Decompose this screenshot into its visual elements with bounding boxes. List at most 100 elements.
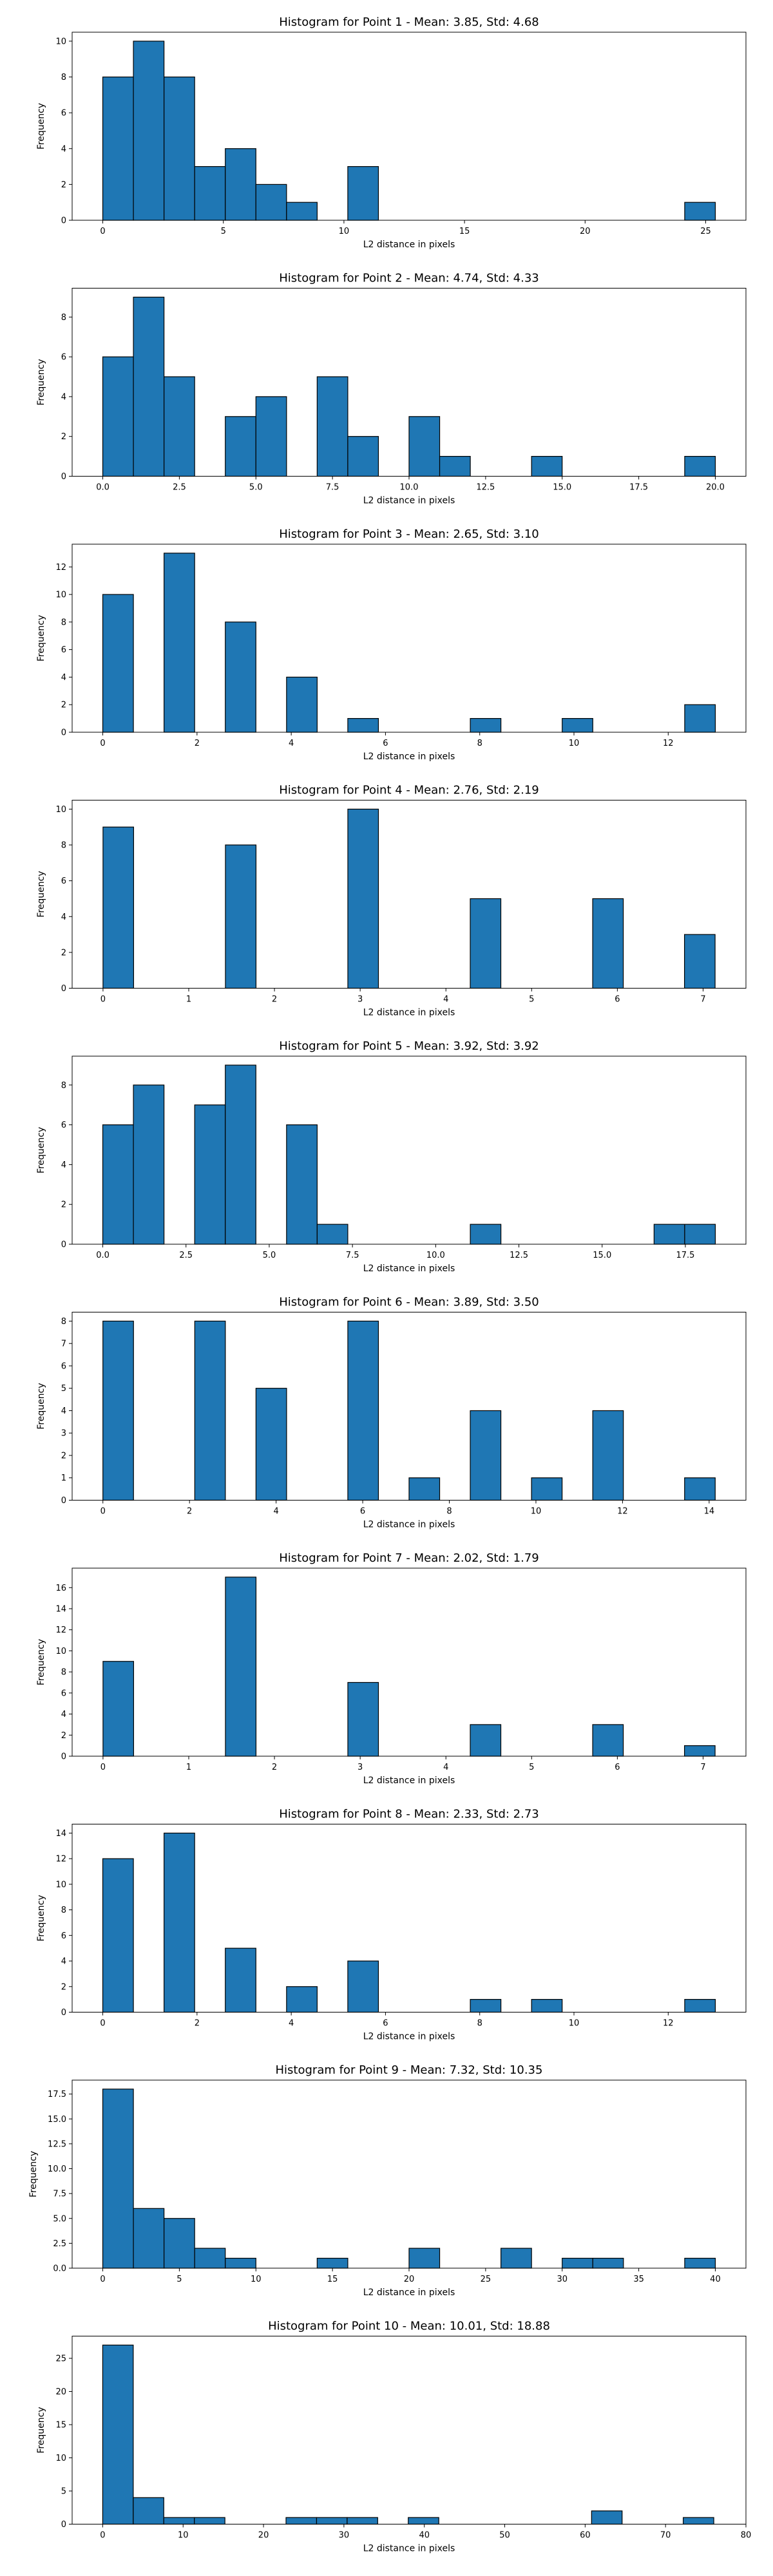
histogram-bar (316, 1224, 348, 1245)
x-axis-label: L2 distance in pixels (363, 1264, 455, 1274)
x-tick-label: 20 (404, 2275, 415, 2284)
histogram-bar (470, 1224, 502, 1245)
y-tick-label: 20 (55, 2387, 66, 2397)
y-tick-label: 7 (61, 1340, 66, 1349)
y-tick-label: 0 (61, 1496, 66, 1506)
histogram-bar (683, 2517, 714, 2525)
x-tick-label: 7.5 (346, 1251, 359, 1260)
chart-title: Histogram for Point 8 - Mean: 2.33, Std:… (279, 1808, 539, 1821)
y-tick-label: 6 (61, 876, 66, 886)
histogram-bar (501, 2248, 532, 2269)
histogram-bar (683, 934, 716, 989)
x-tick-label: 2 (195, 2019, 200, 2029)
x-tick-label: 6 (615, 1763, 620, 1772)
histogram-bar (592, 1410, 624, 1501)
y-axis-label: Frequency (36, 359, 46, 405)
histogram-bar (470, 718, 502, 733)
x-axis-ticks: 0 1 2 3 4 5 6 7 (100, 988, 706, 1005)
y-tick-label: 8 (61, 1668, 66, 1678)
y-tick-label: 0.0 (53, 2264, 66, 2274)
x-tick-label: 5 (221, 227, 226, 236)
y-tick-label: 3 (61, 1429, 66, 1439)
y-tick-label: 4 (61, 1710, 66, 1719)
x-tick-label: 2.5 (179, 1251, 193, 1260)
x-axis-label: L2 distance in pixels (363, 240, 455, 250)
x-axis-label: L2 distance in pixels (363, 1776, 455, 1786)
x-tick-label: 12.5 (476, 483, 495, 493)
x-tick-label: 6 (615, 995, 620, 1005)
x-tick-label: 25 (700, 227, 711, 236)
histogram-bar (194, 2517, 225, 2525)
y-tick-label: 4 (61, 1406, 66, 1416)
x-tick-label: 2.5 (173, 483, 186, 493)
x-tick-label: 20 (258, 2531, 269, 2541)
x-tick-label: 0 (100, 227, 105, 236)
histogram-bar (684, 456, 716, 477)
x-tick-label: 0 (100, 2275, 105, 2284)
x-axis-label: L2 distance in pixels (363, 1520, 455, 1530)
histogram-bar (163, 2517, 195, 2525)
x-tick-label: 3 (358, 1763, 363, 1772)
y-tick-label: 8 (61, 618, 66, 627)
y-axis-ticks: 0 2 4 6 8 10 (55, 805, 72, 994)
y-axis-ticks: 0 2 4 6 8 10 (55, 37, 72, 226)
histogram-bar (164, 2218, 195, 2269)
histogram-bar (347, 1960, 379, 2013)
y-axis-label: Frequency (28, 2151, 39, 2197)
x-tick-label: 17.5 (676, 1251, 694, 1260)
y-tick-label: 8 (61, 1906, 66, 1915)
x-tick-label: 0 (100, 1763, 106, 1772)
x-tick-label: 10.0 (400, 483, 419, 493)
histogram-panel-3: Histogram for Point 3 - Mean: 2.65, Std:… (36, 527, 747, 762)
histogram-bar (684, 2257, 716, 2269)
y-tick-label: 7.5 (53, 2190, 66, 2199)
histogram-bar (347, 718, 379, 733)
chart-title: Histogram for Point 4 - Mean: 2.76, Std:… (279, 784, 539, 797)
x-axis-ticks: 0 5 10 15 20 25 (100, 220, 711, 236)
x-tick-label: 5 (529, 995, 534, 1005)
histogram-bar (133, 296, 165, 477)
y-tick-label: 2.5 (53, 2239, 66, 2249)
x-tick-label: 20.0 (706, 483, 725, 493)
histogram-bar (684, 1224, 716, 1245)
y-axis-label: Frequency (36, 1127, 46, 1173)
y-tick-label: 10.0 (48, 2164, 66, 2174)
y-axis-ticks: 0.0 2.5 5.0 7.5 10.0 12.5 15.0 17.5 (48, 2090, 72, 2274)
axes-frame (72, 1312, 747, 1501)
x-tick-label: 12.5 (510, 1251, 528, 1260)
bars (102, 296, 716, 477)
histogram-bar (347, 1320, 379, 1501)
x-tick-label: 15 (459, 227, 470, 236)
x-axis-label: L2 distance in pixels (363, 496, 455, 506)
y-tick-label: 6 (61, 1689, 66, 1698)
y-tick-label: 4 (61, 1957, 66, 1967)
y-tick-label: 14 (55, 1604, 66, 1614)
y-tick-label: 5.0 (53, 2214, 66, 2224)
x-axis-ticks: 0 10 20 30 40 50 60 70 80 (100, 2524, 751, 2541)
y-tick-label: 8 (61, 1317, 66, 1327)
y-axis-label: Frequency (36, 1383, 46, 1429)
histogram-bar (225, 1947, 256, 2013)
x-tick-label: 10 (569, 2019, 580, 2029)
histogram-bar (133, 41, 165, 221)
bars (102, 1320, 716, 1501)
x-tick-label: 2 (272, 1763, 277, 1772)
histogram-panel-10: Histogram for Point 10 - Mean: 10.01, St… (36, 2320, 751, 2554)
y-tick-label: 2 (61, 180, 66, 190)
bars (102, 2088, 716, 2269)
histogram-bar (164, 1832, 195, 2013)
histogram-bar (470, 1410, 502, 1501)
chart-title: Histogram for Point 9 - Mean: 7.32, Std:… (276, 2063, 543, 2077)
x-tick-label: 25 (481, 2275, 491, 2284)
histogram-bar (102, 826, 135, 989)
x-tick-label: 40 (710, 2275, 721, 2284)
x-tick-label: 10.0 (426, 1251, 445, 1260)
x-axis-label: L2 distance in pixels (363, 2032, 455, 2042)
chart-title: Histogram for Point 1 - Mean: 3.85, Std:… (279, 15, 539, 29)
y-tick-label: 2 (61, 948, 66, 958)
histogram-bar (470, 1999, 502, 2013)
y-tick-label: 0 (61, 1752, 66, 1762)
histogram-bar (408, 2517, 439, 2525)
y-axis-ticks: 0 2 4 6 8 10 12 14 16 (55, 1584, 72, 1762)
x-tick-label: 15.0 (593, 1251, 611, 1260)
